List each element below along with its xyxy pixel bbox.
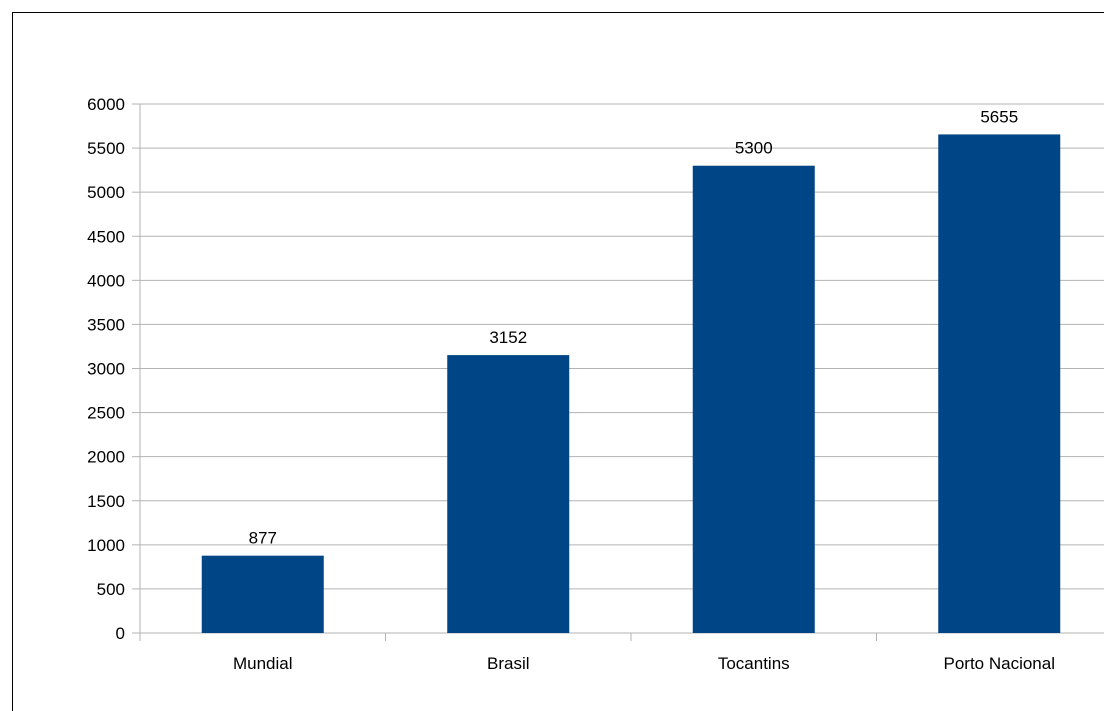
bar — [692, 165, 815, 633]
data-label: 5655 — [980, 107, 1018, 126]
y-tick-label: 2500 — [87, 404, 125, 423]
y-tick-label: 3500 — [87, 315, 125, 334]
x-tick-label: Brasil — [487, 654, 530, 673]
data-label: 5300 — [735, 139, 773, 158]
labels: 0 500 1000 1500 2000 2500 3000 3500 4000 4500 5000… — [87, 95, 1055, 673]
y-tick-label: 4000 — [87, 271, 125, 290]
bar — [938, 134, 1061, 634]
y-tick-label: 5000 — [87, 183, 125, 202]
x-tick-label: Tocantins — [718, 654, 790, 673]
data-label: 3152 — [489, 328, 527, 347]
y-tick-label: 4500 — [87, 227, 125, 246]
y-tick-label: 1500 — [87, 492, 125, 511]
data-label: 877 — [249, 529, 277, 548]
y-tick-label: 500 — [97, 580, 125, 599]
y-tick-label: 0 — [116, 624, 125, 643]
y-tick-label: 1000 — [87, 536, 125, 555]
bars — [201, 134, 1061, 634]
y-tick-label: 2000 — [87, 448, 125, 467]
y-tick-label: 6000 — [87, 95, 125, 114]
x-tick-label: Mundial — [233, 654, 293, 673]
x-tick-label: Porto Nacional — [943, 654, 1055, 673]
y-tick-label: 3000 — [87, 360, 125, 379]
bar — [201, 555, 324, 633]
bar — [447, 355, 570, 633]
y-tick-label: 5500 — [87, 139, 125, 158]
